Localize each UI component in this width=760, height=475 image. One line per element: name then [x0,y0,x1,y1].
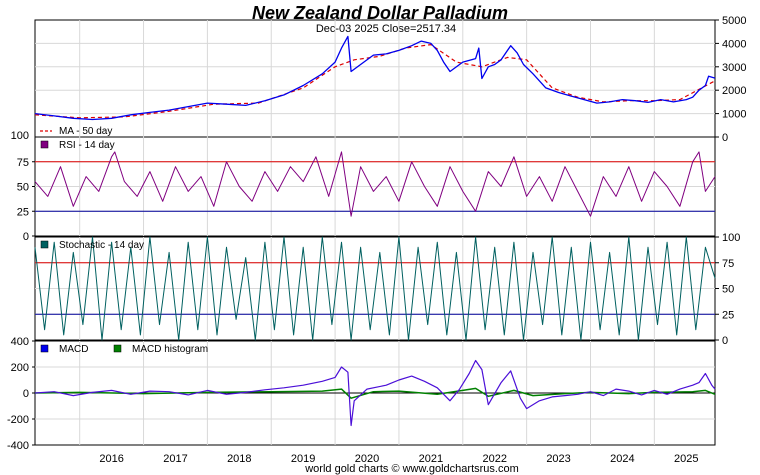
x-tick-label: 2019 [291,453,315,465]
tick-layer: 2016 2017 2018 2019 2020 2021 2022 2023 2024 2025… [7,15,747,465]
ma-legend-label: MA - 50 day [59,126,112,137]
chart-footer: world gold charts © www.goldchartsrus.co… [304,463,519,475]
rsi-legend-label: RSI - 14 day [59,140,115,151]
x-tick-label: 2022 [482,453,506,465]
x-tick-label: 2025 [674,453,698,465]
macd-legend-swatch [40,344,49,353]
chart-subtitle: Dec-03 2025 Close=2517.34 [316,23,456,35]
stoch-y-tick-label: 100 [722,232,740,244]
macd-y-tick-label: -200 [7,414,29,426]
macd-hist-legend-label: MACD histogram [132,344,208,355]
x-tick-label: 2024 [610,453,634,465]
stoch-y-tick-label: 25 [722,309,734,321]
price-line [34,35,716,121]
stoch-legend-label: Stochastic - 14 day [59,240,144,251]
rsi-legend: RSI - 14 day [40,140,115,151]
series-layer [34,35,716,427]
price-y-tick-label: 5000 [722,15,746,27]
stoch-y-tick-label: 50 [722,284,734,296]
price-y-tick-label: 0 [722,132,728,144]
x-tick-label: 2020 [355,453,379,465]
x-tick-label: 2018 [227,453,251,465]
price-y-tick-label: 3000 [722,62,746,74]
macd-y-tick-label: 200 [11,362,29,374]
rsi-line [34,151,716,217]
rsi-y-tick-label: 0 [23,231,29,243]
stoch-y-tick-label: 0 [722,335,728,347]
x-tick-label: 2016 [99,453,123,465]
stoch-line [34,236,716,341]
rsi-y-tick-label: 75 [17,157,29,169]
macd-hist-legend-swatch [113,344,122,353]
rsi-y-tick-label: 50 [17,182,29,194]
x-tick-label: 2017 [163,453,187,465]
price-y-tick-label: 1000 [722,109,746,121]
macd-legend: MACD MACD histogram [40,344,208,355]
macd-y-tick-label: 0 [23,388,29,400]
macd-legend-label: MACD [59,344,88,355]
price-left-label: 100 [11,130,29,142]
stoch-y-tick-label: 75 [722,258,734,270]
price-legend: MA - 50 day [40,126,112,137]
x-tick-label: 2023 [546,453,570,465]
x-tick-label: 2021 [419,453,443,465]
stoch-legend-swatch [40,240,49,249]
macd-line [34,359,716,427]
stoch-legend: Stochastic - 14 day [40,240,144,251]
price-y-tick-label: 4000 [722,38,746,50]
chart-title: New Zealand Dollar Palladium [252,3,508,23]
price-y-tick-label: 2000 [722,85,746,97]
macd-y-tick-label: 400 [11,336,29,348]
macd-y-tick-label: -400 [7,440,29,452]
rsi-y-tick-label: 25 [17,206,29,218]
rsi-legend-swatch [40,140,49,149]
